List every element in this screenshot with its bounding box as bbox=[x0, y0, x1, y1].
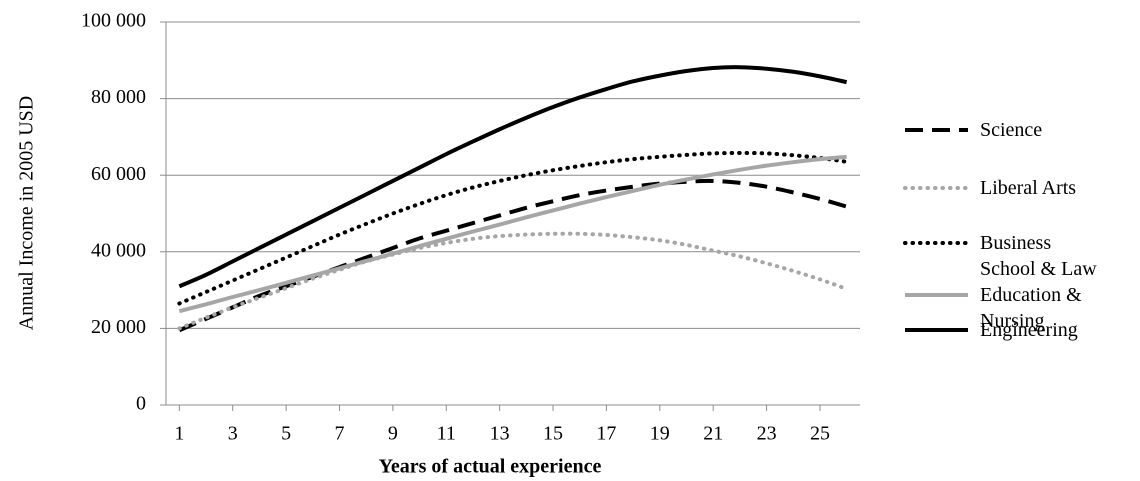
legend-label: Education & Nursing bbox=[980, 284, 1082, 332]
y-tick-label: 80 000 bbox=[91, 86, 146, 108]
x-tick-label: 11 bbox=[437, 423, 456, 445]
series-line bbox=[178, 178, 848, 333]
y-axis-title: Annual Income in 2005 USD bbox=[16, 96, 38, 330]
legend-label: Business School & Law bbox=[980, 232, 1097, 280]
series-line bbox=[178, 154, 847, 314]
y-tick-label: 60 000 bbox=[91, 163, 146, 185]
x-tick-label: 19 bbox=[650, 423, 670, 445]
x-tick-label: 21 bbox=[703, 423, 723, 445]
x-tick-label: 13 bbox=[490, 423, 510, 445]
x-tick-label: 7 bbox=[335, 423, 345, 445]
x-tick-label: 1 bbox=[174, 423, 184, 445]
series-line bbox=[178, 65, 848, 289]
y-tick-label: 100 000 bbox=[81, 10, 146, 32]
y-tick-label: 40 000 bbox=[91, 239, 146, 261]
x-tick-label: 9 bbox=[388, 423, 398, 445]
series-line bbox=[177, 231, 849, 331]
x-tick-label: 3 bbox=[228, 423, 238, 445]
x-axis-title: Years of actual experience bbox=[379, 456, 602, 478]
y-tick-label: 0 bbox=[136, 393, 146, 415]
legend-label: Engineering bbox=[980, 319, 1078, 341]
x-tick-label: 5 bbox=[281, 423, 291, 445]
x-tick-label: 15 bbox=[543, 423, 563, 445]
x-tick-label: 23 bbox=[757, 423, 777, 445]
legend-label: Science bbox=[980, 119, 1043, 141]
x-tick-label: 17 bbox=[596, 423, 616, 445]
series-line bbox=[177, 150, 849, 306]
legend-label: Liberal Arts bbox=[980, 177, 1077, 199]
x-tick-label: 25 bbox=[810, 423, 830, 445]
y-tick-label: 20 000 bbox=[91, 316, 146, 338]
